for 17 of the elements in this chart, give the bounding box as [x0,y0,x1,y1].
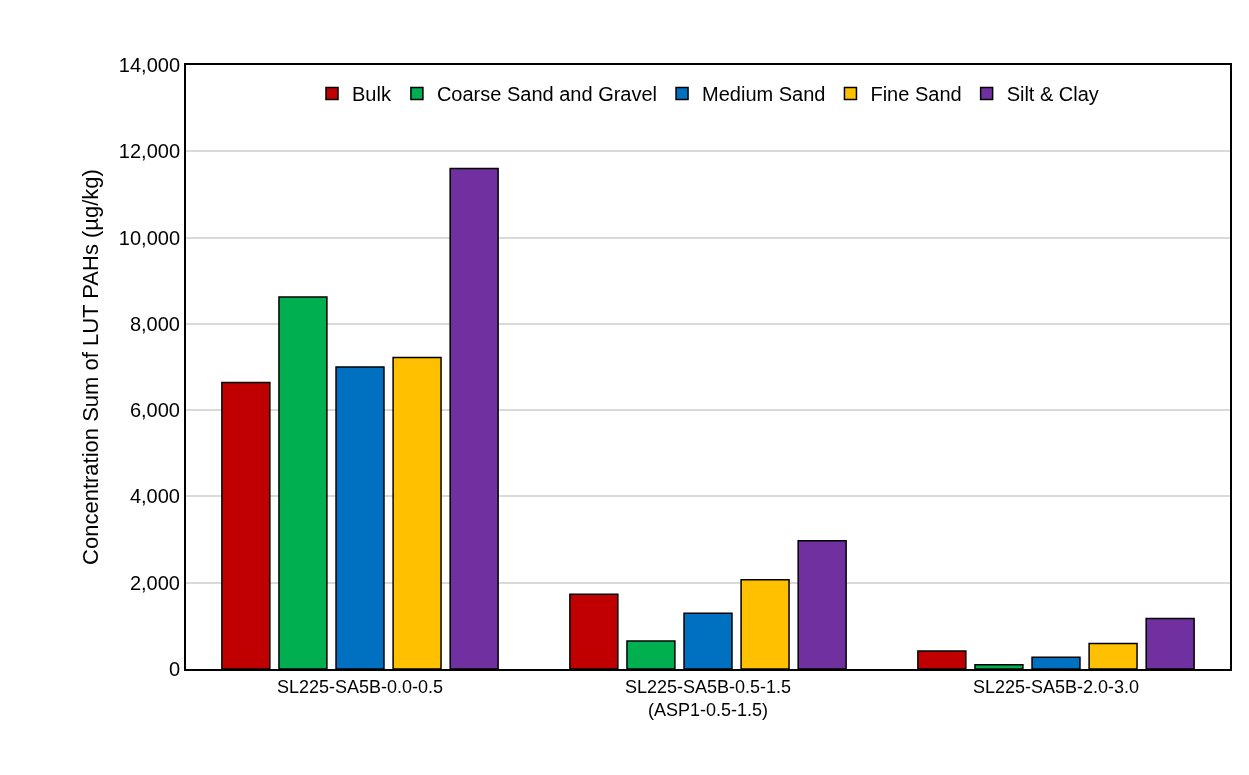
y-tick-label: 14,000 [118,54,180,76]
legend-label: Coarse Sand and Gravel [436,83,658,106]
legend-label: Medium Sand [702,83,826,106]
y-tick-label: 2,000 [129,571,180,594]
x-tick-label: SL225-SA5B-2.0-3.0 [972,676,1140,697]
legend-label: Bulk [352,83,392,106]
y-tick-label: 6,000 [129,399,180,422]
legend-label: Fine Sand [870,83,962,106]
y-tick-label: 12,000 [118,140,180,163]
y-axis-title: Concentration Sum of LUT PAHs (µg/kg) [78,169,104,565]
y-tick-label: 0 [168,658,180,680]
y-tick-label: 10,000 [118,226,180,249]
y-tick-label: 4,000 [129,485,180,508]
y-tick-label: 8,000 [129,312,180,335]
legend-label: Silt & Clay [1006,83,1099,106]
x-tick-label: SL225-SA5B-0.5-1.5 (ASP1-0.5-1.5) [624,676,792,720]
x-tick-label: SL225-SA5B-0.0-0.5 [276,676,444,697]
